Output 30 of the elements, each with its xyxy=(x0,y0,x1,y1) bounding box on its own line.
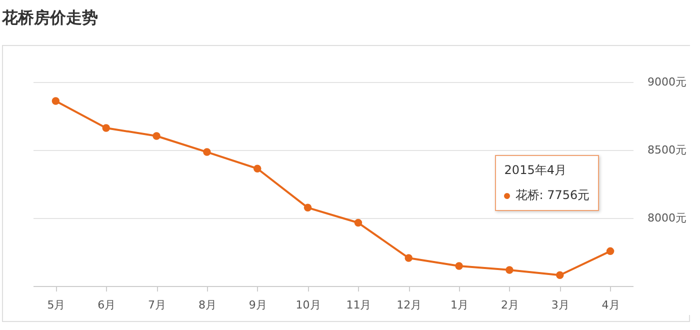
point xyxy=(455,262,463,270)
point xyxy=(52,97,60,105)
point xyxy=(152,132,160,140)
y-tick-label: 8500元 xyxy=(648,144,686,156)
x-tick-label: 10月 xyxy=(296,298,321,312)
x-tick-label: 2月 xyxy=(500,298,519,312)
x-tick-label: 5月 xyxy=(47,298,66,312)
point xyxy=(354,218,362,227)
point xyxy=(556,271,564,279)
x-tick-label: 3月 xyxy=(551,298,570,312)
point xyxy=(404,254,413,262)
point xyxy=(304,204,312,212)
point xyxy=(606,247,614,256)
chart-title: 花桥房价走势 xyxy=(2,8,98,29)
x-tick-label: 12月 xyxy=(396,298,422,312)
point xyxy=(203,148,211,156)
y-tick-label: 9000元 xyxy=(648,76,686,88)
annotation: 2015年4月 xyxy=(504,163,566,178)
annotation: 花桥: 7756元 xyxy=(515,188,590,202)
x-tick-label: 6月 xyxy=(98,298,116,312)
x-tick-label: 9月 xyxy=(248,298,267,312)
x-tick-label: 8月 xyxy=(198,298,216,312)
point xyxy=(253,164,262,172)
point xyxy=(102,124,110,132)
x-tick-label: 1月 xyxy=(450,298,469,312)
x-tick-label: 7月 xyxy=(148,298,166,312)
x-tick-label: 11月 xyxy=(346,298,372,312)
y-tick-label: 8000元 xyxy=(648,212,686,224)
x-tick-label: 4月 xyxy=(602,298,620,312)
point xyxy=(506,266,514,274)
